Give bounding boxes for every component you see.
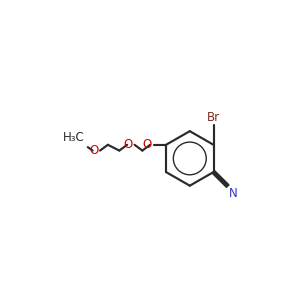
Text: O: O (124, 138, 133, 151)
Text: Br: Br (207, 111, 220, 124)
Text: O: O (89, 144, 98, 157)
Text: N: N (229, 187, 237, 200)
Text: O: O (143, 138, 152, 151)
Text: H₃C: H₃C (63, 130, 84, 144)
